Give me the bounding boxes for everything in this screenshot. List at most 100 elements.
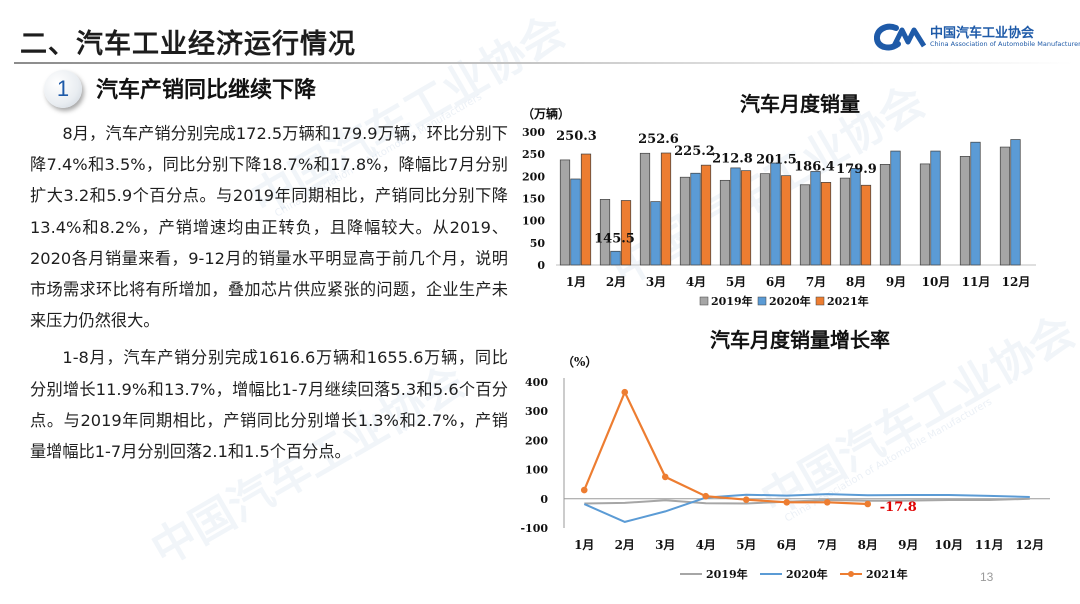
bar-2019年 xyxy=(919,163,931,266)
line-chart-y-label: （%） xyxy=(562,354,597,369)
bar-2021年 xyxy=(860,184,872,266)
bar-2020年 xyxy=(810,171,821,266)
caam-logo: 中国汽车工业协会 China Association of Automobile… xyxy=(874,18,1080,58)
line-chart-x-tick: 9月 xyxy=(898,538,918,552)
legend-label: 2019年 xyxy=(706,567,748,581)
bar-chart-y-tick: 50 xyxy=(530,237,546,250)
bar-chart-x-tick: 11月 xyxy=(962,275,991,289)
bar-data-label: 186.4 xyxy=(794,159,835,174)
line-point-2021 xyxy=(661,473,669,481)
legend-label: 2020年 xyxy=(769,294,811,308)
bar-2020年 xyxy=(610,250,621,266)
line-chart-x-tick: 12月 xyxy=(1015,538,1044,552)
bar-data-label: 225.2 xyxy=(674,144,715,159)
line-chart-y-tick: -100 xyxy=(520,522,548,535)
bar-2019年 xyxy=(679,176,691,266)
bar-2021年 xyxy=(620,200,632,266)
bar-2019年 xyxy=(999,146,1011,266)
bar-2020年 xyxy=(730,167,741,266)
legend-swatch-2021年 xyxy=(815,296,825,306)
legend-swatch-2019年 xyxy=(699,296,709,306)
bar-data-label: 250.3 xyxy=(556,129,597,144)
bar-2020年 xyxy=(930,150,941,266)
bar-2019年 xyxy=(799,184,811,266)
legend-label: 2021年 xyxy=(866,567,908,581)
line-chart-x-tick: 11月 xyxy=(975,538,1004,552)
bar-chart-x-tick: 5月 xyxy=(726,275,746,289)
bar-2020年 xyxy=(770,162,781,266)
bar-chart-title: 汽车月度销量 xyxy=(740,92,860,116)
line-chart-title: 汽车月度销量增长率 xyxy=(710,328,890,352)
bar-2021年 xyxy=(780,175,792,266)
bar-2019年 xyxy=(639,152,651,266)
caam-logo-icon xyxy=(874,23,927,51)
line-chart-y-tick: 100 xyxy=(525,464,548,477)
bar-2021年 xyxy=(820,182,832,266)
bar-2019年 xyxy=(599,199,611,266)
bar-chart-y-tick: 0 xyxy=(537,259,545,272)
line-chart-y-tick: 0 xyxy=(540,493,548,506)
bar-2019年 xyxy=(959,156,971,266)
legend-label: 2019年 xyxy=(711,294,753,308)
title-divider xyxy=(14,62,1074,64)
bar-chart-x-tick: 3月 xyxy=(646,275,666,289)
bar-2021年 xyxy=(660,152,672,266)
page-title: 二、汽车工业经济运行情况 xyxy=(20,29,356,60)
logo-en-text: China Association of Automobile Manufact… xyxy=(930,40,1080,48)
line-chart-x-tick: 7月 xyxy=(817,538,837,552)
line-point-2021 xyxy=(864,500,872,508)
line-chart-x-tick: 4月 xyxy=(696,538,716,552)
bar-2020年 xyxy=(850,168,861,266)
legend-swatch-2020年 xyxy=(757,296,767,306)
bar-2020年 xyxy=(570,178,581,266)
bar-2021年 xyxy=(700,164,712,266)
line-chart-x-tick: 3月 xyxy=(655,538,675,552)
bar-2019年 xyxy=(879,164,891,266)
bar-2020年 xyxy=(1010,139,1021,266)
logo-cn-text: 中国汽车工业协会 xyxy=(930,26,1035,41)
line-chart-x-tick: 8月 xyxy=(858,538,878,552)
bar-chart-x-tick: 2月 xyxy=(606,275,626,289)
bar-2020年 xyxy=(890,150,901,266)
line-chart-y-tick: 200 xyxy=(525,434,548,447)
bar-data-label: 201.5 xyxy=(756,153,797,168)
page-number: 13 xyxy=(980,570,994,584)
line-point-2021 xyxy=(621,388,629,396)
line-chart-x-tick: 10月 xyxy=(934,538,963,552)
line-series-2020年 xyxy=(583,493,1030,523)
bar-2019年 xyxy=(759,173,771,266)
bar-2020年 xyxy=(690,172,701,266)
section-title: 汽车产销同比继续下降 xyxy=(96,78,317,103)
bar-chart-y-tick: 300 xyxy=(522,126,545,139)
line-chart-x-tick: 6月 xyxy=(777,538,797,552)
line-chart-x-tick: 1月 xyxy=(574,538,594,552)
line-series-2019年 xyxy=(584,497,1030,505)
line-chart-x-tick: 2月 xyxy=(615,538,635,552)
bar-chart-y-label: （万辆） xyxy=(522,106,570,121)
bar-chart-x-tick: 12月 xyxy=(1002,275,1031,289)
line-end-label: -17.8 xyxy=(880,500,917,515)
line-point-2021 xyxy=(580,486,588,494)
legend-marker-2021 xyxy=(848,571,854,577)
bar-chart-x-tick: 6月 xyxy=(766,275,786,289)
bar-chart-x-tick: 4月 xyxy=(686,275,706,289)
bar-2019年 xyxy=(839,177,851,266)
bar-2020年 xyxy=(650,201,661,266)
bar-chart-y-tick: 100 xyxy=(522,215,545,228)
bar-chart-y-tick: 150 xyxy=(522,193,545,206)
bar-2020年 xyxy=(970,141,981,266)
paragraph-august: 8月，汽车产销分别完成172.5万辆和179.9万辆，环比分别下降7.4%和3.… xyxy=(30,124,508,331)
legend-label: 2020年 xyxy=(786,567,828,581)
bar-chart-y-tick: 250 xyxy=(522,148,545,161)
line-chart-y-tick: 400 xyxy=(525,376,548,389)
legend-label: 2021年 xyxy=(827,294,869,308)
bar-chart-x-tick: 9月 xyxy=(886,275,906,289)
line-point-2021 xyxy=(823,499,831,506)
bar-2019年 xyxy=(559,159,571,266)
bar-2021年 xyxy=(580,153,592,266)
line-series-2021年 xyxy=(583,389,868,506)
line-chart-x-tick: 5月 xyxy=(736,538,756,552)
bar-chart-x-tick: 1月 xyxy=(566,275,586,289)
bar-2021年 xyxy=(740,170,752,266)
